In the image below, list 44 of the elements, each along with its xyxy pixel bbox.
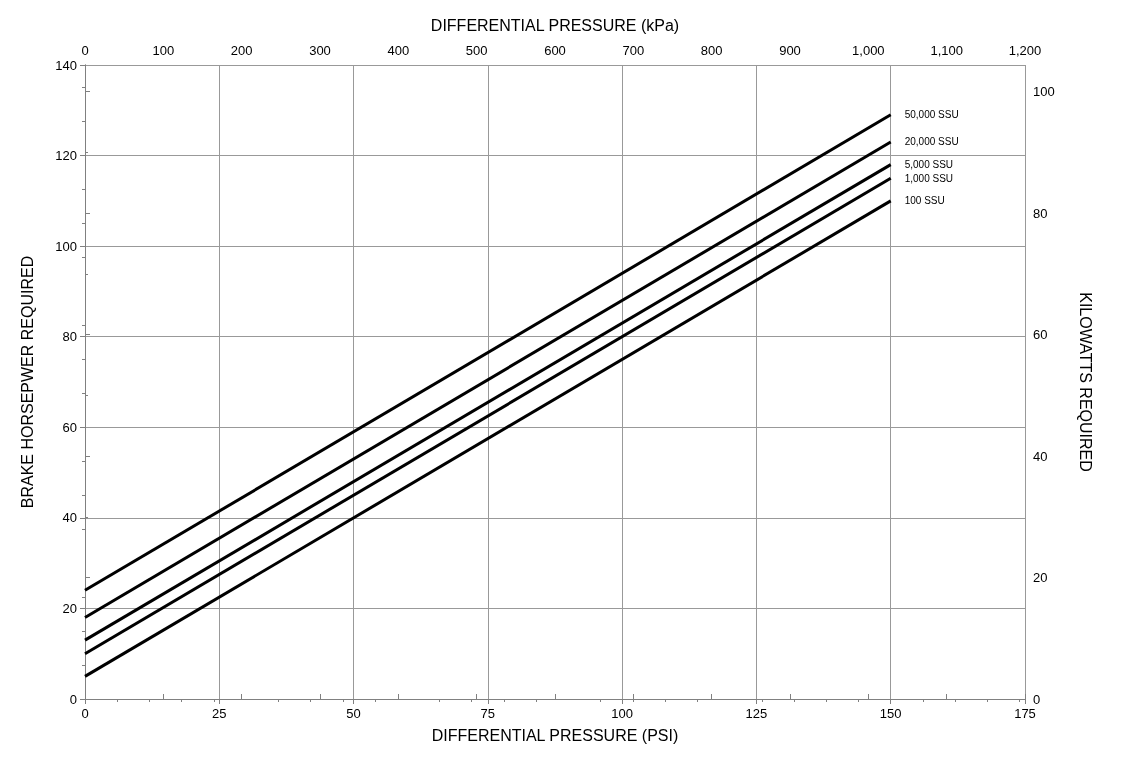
x2-tick-label: 200: [230, 43, 253, 58]
y2-tick-label: 20: [1033, 570, 1048, 586]
y-axis-title: BRAKE HORSEPWER REQUIRED: [18, 255, 36, 509]
x2-tick-label: 1,000: [852, 43, 885, 58]
x-tick-label: 175: [1014, 706, 1036, 721]
y2-tick-label: 100: [1033, 84, 1055, 100]
x2-tick-label: 100: [152, 43, 175, 58]
x-tick-label: 150: [879, 706, 902, 721]
x-tick-label: 75: [480, 706, 496, 721]
x-tick-label: 50: [346, 706, 361, 721]
x2-axis-title: DIFFERENTIAL PRESSURE (kPa): [430, 16, 680, 34]
y2-tick-label: 80: [1033, 205, 1048, 221]
series-label: 1,000 SSU: [904, 172, 954, 184]
y-tick-label: 100: [55, 238, 77, 254]
series-label: 50,000 SSU: [904, 109, 959, 121]
series-label: 5,000 SSU: [904, 159, 954, 171]
x2-tick-label: 600: [544, 43, 566, 58]
y-tick-label: 80: [62, 329, 77, 345]
x-tick-label: 100: [611, 706, 633, 721]
x2-tick-label: 800: [700, 43, 723, 58]
x2-tick-label: 500: [465, 43, 488, 58]
y2-tick-label: 0: [1033, 691, 1041, 707]
x2-tick-label: 0: [81, 43, 89, 58]
x2-tick-label: 300: [309, 43, 331, 58]
y-tick-label: 140: [55, 57, 77, 73]
x-tick-label: 25: [212, 706, 227, 721]
y-tick-label: 60: [62, 419, 77, 435]
x2-tick-label: 1,100: [930, 43, 963, 58]
series-label: 20,000 SSU: [904, 136, 959, 148]
y2-axis-title: KILOWATTS REQUIRED: [1076, 292, 1094, 472]
x2-tick-label: 900: [779, 43, 801, 58]
x2-tick-label: 400: [387, 43, 410, 58]
y-tick-label: 40: [62, 510, 77, 526]
series-label: 100 SSU: [904, 195, 945, 207]
x2-tick-label: 700: [622, 43, 645, 58]
x-tick-label: 125: [745, 706, 768, 721]
y2-tick-label: 40: [1033, 448, 1048, 464]
y-tick-label: 120: [55, 148, 77, 164]
y-tick-label: 20: [62, 600, 77, 616]
y2-tick-label: 60: [1033, 327, 1048, 343]
y-tick-label: 0: [69, 691, 77, 707]
x2-tick-label: 1,200: [1008, 43, 1042, 58]
x-tick-label: 0: [81, 706, 89, 721]
x-axis-title: DIFFERENTIAL PRESSURE (PSI): [431, 726, 679, 744]
